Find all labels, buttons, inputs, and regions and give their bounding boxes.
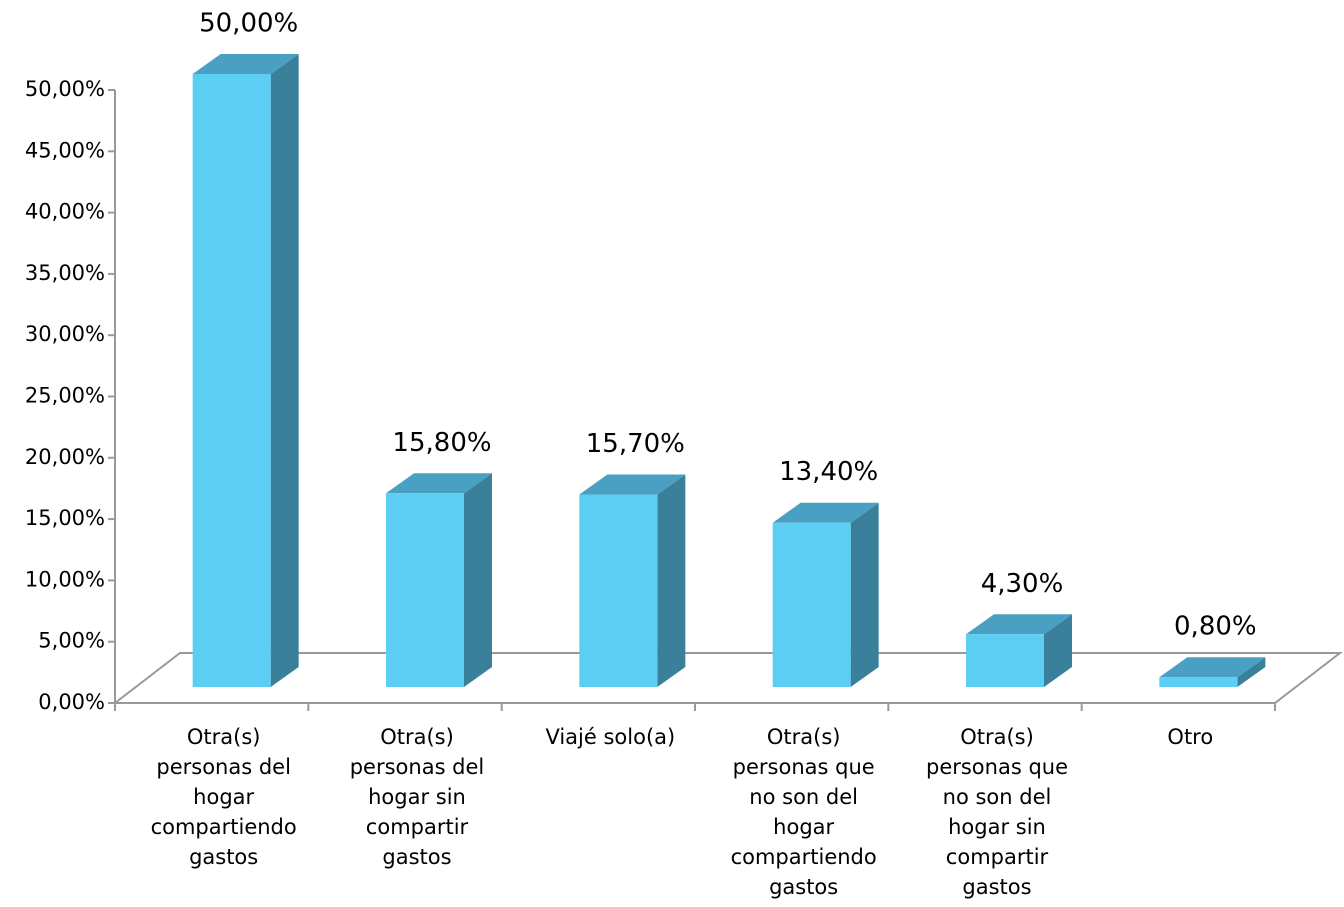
y-tick-label: 15,00% [25, 506, 105, 530]
x-tick-label: Otra(s) personas que no son del hogar si… [925, 725, 1069, 899]
y-tick-label: 0,00% [38, 690, 105, 714]
bar-side [464, 473, 492, 687]
x-tick-label: Viajé solo(a) [545, 725, 676, 749]
value-label: 13,40% [779, 457, 878, 487]
bar-side [850, 502, 879, 687]
y-tick-label: 5,00% [38, 629, 105, 653]
bar [192, 74, 271, 687]
y-tick-label: 25,00% [25, 384, 105, 408]
value-label: 0,80% [1174, 612, 1257, 642]
value-label: 15,80% [392, 428, 491, 458]
bar-side [270, 54, 299, 687]
bar-top [386, 473, 492, 494]
value-label: 15,70% [586, 429, 685, 459]
value-label: 4,30% [981, 569, 1064, 599]
bar [1159, 677, 1238, 687]
bar [386, 493, 464, 687]
bar-side [1237, 657, 1266, 687]
y-tick-label: 30,00% [25, 322, 105, 346]
bar [772, 522, 851, 687]
x-tick-label: Otra(s) personas del hogar sin compartir… [349, 725, 485, 869]
bar-top [772, 502, 879, 523]
y-tick-label: 20,00% [25, 445, 105, 469]
value-label: 50,00% [199, 9, 298, 39]
y-tick-label: 35,00% [25, 261, 105, 285]
bar [579, 494, 658, 687]
x-tick-label: Otro [1167, 725, 1214, 749]
x-tick-label: Otra(s) personas del hogar compartiendo … [150, 725, 297, 869]
y-tick-label: 50,00% [25, 77, 105, 101]
bar-top [192, 54, 299, 74]
y-tick-label: 40,00% [25, 200, 105, 224]
floor [112, 652, 1343, 704]
y-tick-label: 45,00% [25, 138, 105, 162]
y-tick-label: 10,00% [25, 567, 105, 591]
bar [966, 634, 1044, 687]
bar-side [657, 474, 686, 687]
x-tick-label: Otra(s) personas que no son del hogar co… [730, 725, 877, 899]
bar-top [1159, 657, 1266, 678]
bar-top [966, 614, 1072, 635]
bar-side [1044, 614, 1072, 687]
bar-top [579, 474, 686, 495]
